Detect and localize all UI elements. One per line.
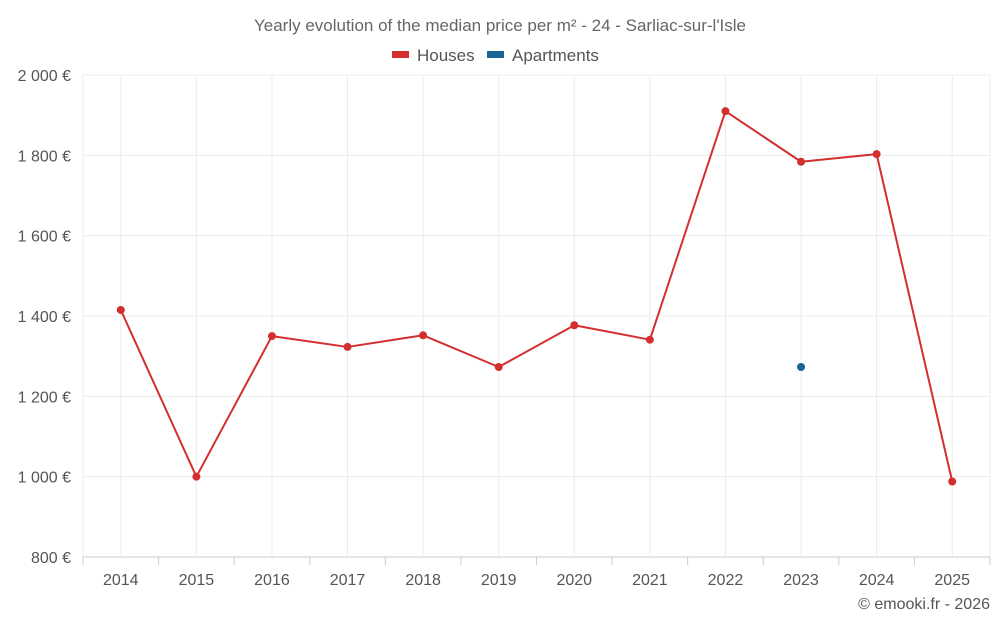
data-point-houses-2019[interactable] bbox=[494, 363, 503, 372]
y-tick-label: 1 200 € bbox=[18, 389, 71, 406]
x-tick-label: 2016 bbox=[254, 572, 290, 589]
x-tick-label: 2022 bbox=[708, 572, 744, 589]
x-tick-label: 2017 bbox=[330, 572, 366, 589]
y-tick-label: 1 800 € bbox=[18, 148, 71, 165]
chart-title: Yearly evolution of the median price per… bbox=[254, 16, 746, 35]
x-tick-label: 2019 bbox=[481, 572, 517, 589]
legend-label-apartments: Apartments bbox=[512, 46, 599, 65]
x-tick-label: 2023 bbox=[783, 572, 819, 589]
data-point-houses-2024[interactable] bbox=[872, 150, 881, 159]
data-point-houses-2020[interactable] bbox=[570, 321, 579, 330]
data-point-houses-2021[interactable] bbox=[645, 335, 654, 344]
legend-item-houses[interactable]: Houses bbox=[392, 46, 475, 65]
x-tick-label: 2015 bbox=[179, 572, 215, 589]
data-point-houses-2023[interactable] bbox=[797, 157, 806, 166]
data-point-houses-2018[interactable] bbox=[419, 331, 428, 340]
x-tick-label: 2020 bbox=[556, 572, 592, 589]
data-point-houses-2022[interactable] bbox=[721, 107, 730, 116]
data-point-houses-2014[interactable] bbox=[116, 305, 125, 314]
legend: Houses Apartments bbox=[392, 46, 599, 65]
data-point-apartments-2023[interactable] bbox=[797, 363, 806, 372]
x-tick-label: 2021 bbox=[632, 572, 668, 589]
grid bbox=[82, 74, 991, 557]
series-line-houses bbox=[119, 110, 954, 482]
y-tick-label: 800 € bbox=[31, 550, 71, 567]
y-tick-label: 1 000 € bbox=[18, 470, 71, 487]
x-tick-label: 2025 bbox=[934, 572, 970, 589]
series-layer bbox=[116, 107, 957, 486]
y-tick-label: 1 400 € bbox=[18, 309, 71, 326]
x-tick-label: 2018 bbox=[405, 572, 441, 589]
credit-text: © emooki.fr - 2026 bbox=[858, 596, 990, 613]
data-point-houses-2015[interactable] bbox=[192, 472, 201, 481]
x-tick-label: 2024 bbox=[859, 572, 895, 589]
data-point-houses-2017[interactable] bbox=[343, 342, 352, 351]
legend-swatch-houses bbox=[392, 51, 409, 58]
axes: 800 € 1 000 € 1 200 € 1 400 € 1 600 € 1 800 €… bbox=[18, 68, 991, 589]
x-tick-label: 2014 bbox=[103, 572, 139, 589]
legend-swatch-apartments bbox=[487, 51, 504, 58]
data-point-houses-2016[interactable] bbox=[267, 332, 276, 341]
y-tick-label: 2 000 € bbox=[18, 68, 71, 85]
y-tick-label: 1 600 € bbox=[18, 229, 71, 246]
data-point-houses-2025[interactable] bbox=[948, 477, 957, 486]
legend-item-apartments[interactable]: Apartments bbox=[487, 46, 599, 65]
legend-label-houses: Houses bbox=[417, 46, 475, 65]
